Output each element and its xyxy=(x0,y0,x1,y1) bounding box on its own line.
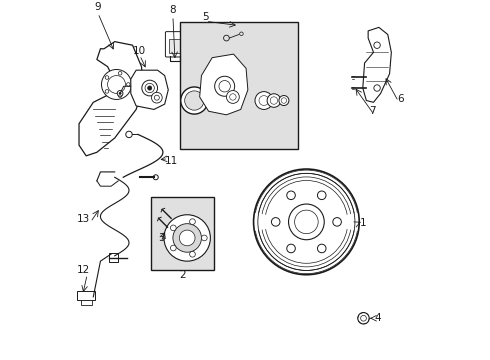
FancyBboxPatch shape xyxy=(185,35,204,60)
Text: 6: 6 xyxy=(398,94,404,104)
Circle shape xyxy=(142,80,158,96)
Circle shape xyxy=(190,219,196,225)
Text: 4: 4 xyxy=(375,313,381,323)
Circle shape xyxy=(119,72,122,75)
Text: 2: 2 xyxy=(179,270,186,280)
Circle shape xyxy=(287,191,295,199)
Polygon shape xyxy=(79,42,143,156)
Circle shape xyxy=(105,90,109,93)
Circle shape xyxy=(151,92,162,103)
Circle shape xyxy=(171,245,176,251)
Circle shape xyxy=(267,94,281,107)
Text: 11: 11 xyxy=(165,156,178,166)
Bar xyxy=(81,300,92,305)
Circle shape xyxy=(105,76,109,79)
Circle shape xyxy=(164,215,210,261)
Bar xyxy=(169,39,181,53)
Polygon shape xyxy=(199,54,248,115)
Text: 5: 5 xyxy=(202,12,209,22)
Bar xyxy=(180,22,298,149)
Circle shape xyxy=(333,217,342,226)
Circle shape xyxy=(173,224,201,252)
Bar xyxy=(151,197,214,270)
Circle shape xyxy=(374,85,380,91)
Circle shape xyxy=(318,244,326,253)
Circle shape xyxy=(119,94,122,98)
Bar xyxy=(188,43,201,56)
Text: 8: 8 xyxy=(170,5,176,15)
Text: 1: 1 xyxy=(360,218,366,228)
Polygon shape xyxy=(363,27,392,102)
FancyBboxPatch shape xyxy=(166,32,185,57)
Text: 7: 7 xyxy=(369,106,376,116)
Circle shape xyxy=(258,174,355,270)
Circle shape xyxy=(185,91,204,110)
Polygon shape xyxy=(131,70,168,109)
Circle shape xyxy=(126,83,130,86)
Bar xyxy=(77,291,95,300)
Circle shape xyxy=(255,91,273,109)
Text: 13: 13 xyxy=(76,215,90,224)
Circle shape xyxy=(190,251,196,257)
Circle shape xyxy=(287,244,295,253)
Circle shape xyxy=(271,217,280,226)
Circle shape xyxy=(279,95,289,105)
Text: 3: 3 xyxy=(158,233,165,243)
Circle shape xyxy=(294,210,318,234)
Circle shape xyxy=(358,312,369,324)
Circle shape xyxy=(201,235,207,241)
Circle shape xyxy=(215,76,235,96)
Ellipse shape xyxy=(192,48,198,51)
Circle shape xyxy=(181,87,208,114)
Circle shape xyxy=(226,90,239,103)
Circle shape xyxy=(179,230,195,246)
Circle shape xyxy=(171,225,176,231)
Circle shape xyxy=(289,204,324,240)
Bar xyxy=(109,253,118,262)
Circle shape xyxy=(147,86,152,90)
Circle shape xyxy=(253,169,359,275)
Circle shape xyxy=(318,191,326,199)
Text: 9: 9 xyxy=(95,2,101,12)
Circle shape xyxy=(119,92,121,94)
Circle shape xyxy=(153,175,158,180)
Circle shape xyxy=(101,69,131,99)
Circle shape xyxy=(126,131,132,138)
Circle shape xyxy=(374,42,380,48)
Text: 10: 10 xyxy=(133,46,147,55)
Circle shape xyxy=(117,90,123,96)
Text: 12: 12 xyxy=(76,265,90,275)
